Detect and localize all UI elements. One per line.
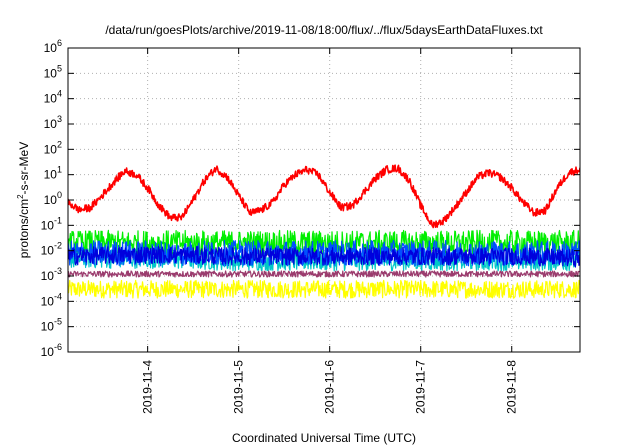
x-axis-ticks: 2019-11-4 2019-11-5 2019-11-6 2019-11-7 2019…	[141, 48, 519, 414]
y-tick-label: 10-3	[41, 266, 62, 283]
y-tick-label: 10-4	[41, 291, 62, 308]
plot-area	[68, 164, 580, 299]
series-line-4	[68, 239, 580, 267]
series-line-5	[68, 246, 580, 268]
y-tick-label: 10-5	[41, 317, 62, 334]
x-tick-label: 2019-11-7	[414, 360, 428, 414]
y-tick-label: 100	[44, 190, 62, 207]
y-tick-label: 103	[44, 114, 62, 131]
y-tick-label: 102	[44, 139, 62, 156]
grid-lines	[68, 48, 580, 352]
x-axis-label: Coordinated Universal Time (UTC)	[232, 431, 416, 445]
y-tick-label: 10-2	[41, 241, 62, 258]
x-tick-label: 2019-11-6	[323, 360, 337, 414]
y-axis-ticks: 106 105 104 103 102 101 100 10-1 10-2 10-3 10-4 10-…	[41, 38, 580, 359]
series-line-6	[68, 164, 580, 229]
series-line-0	[68, 279, 580, 299]
y-tick-label: 106	[44, 38, 62, 55]
y-tick-label: 10-1	[41, 215, 62, 232]
y-tick-label: 101	[44, 165, 62, 182]
x-tick-label: 2019-11-5	[232, 360, 246, 414]
y-axis-label: protons/cm2-s-sr-MeV	[16, 142, 31, 258]
series-line-2	[68, 270, 580, 278]
x-tick-label: 2019-11-4	[141, 360, 155, 414]
series-layer	[68, 164, 580, 299]
x-tick-label: 2019-11-8	[505, 360, 519, 414]
chart-title: /data/run/goesPlots/archive/2019-11-08/1…	[105, 23, 543, 37]
y-tick-label: 104	[44, 89, 62, 106]
y-tick-label: 10-6	[41, 342, 62, 359]
series-line-3	[68, 229, 580, 257]
y-tick-label: 105	[44, 63, 62, 80]
